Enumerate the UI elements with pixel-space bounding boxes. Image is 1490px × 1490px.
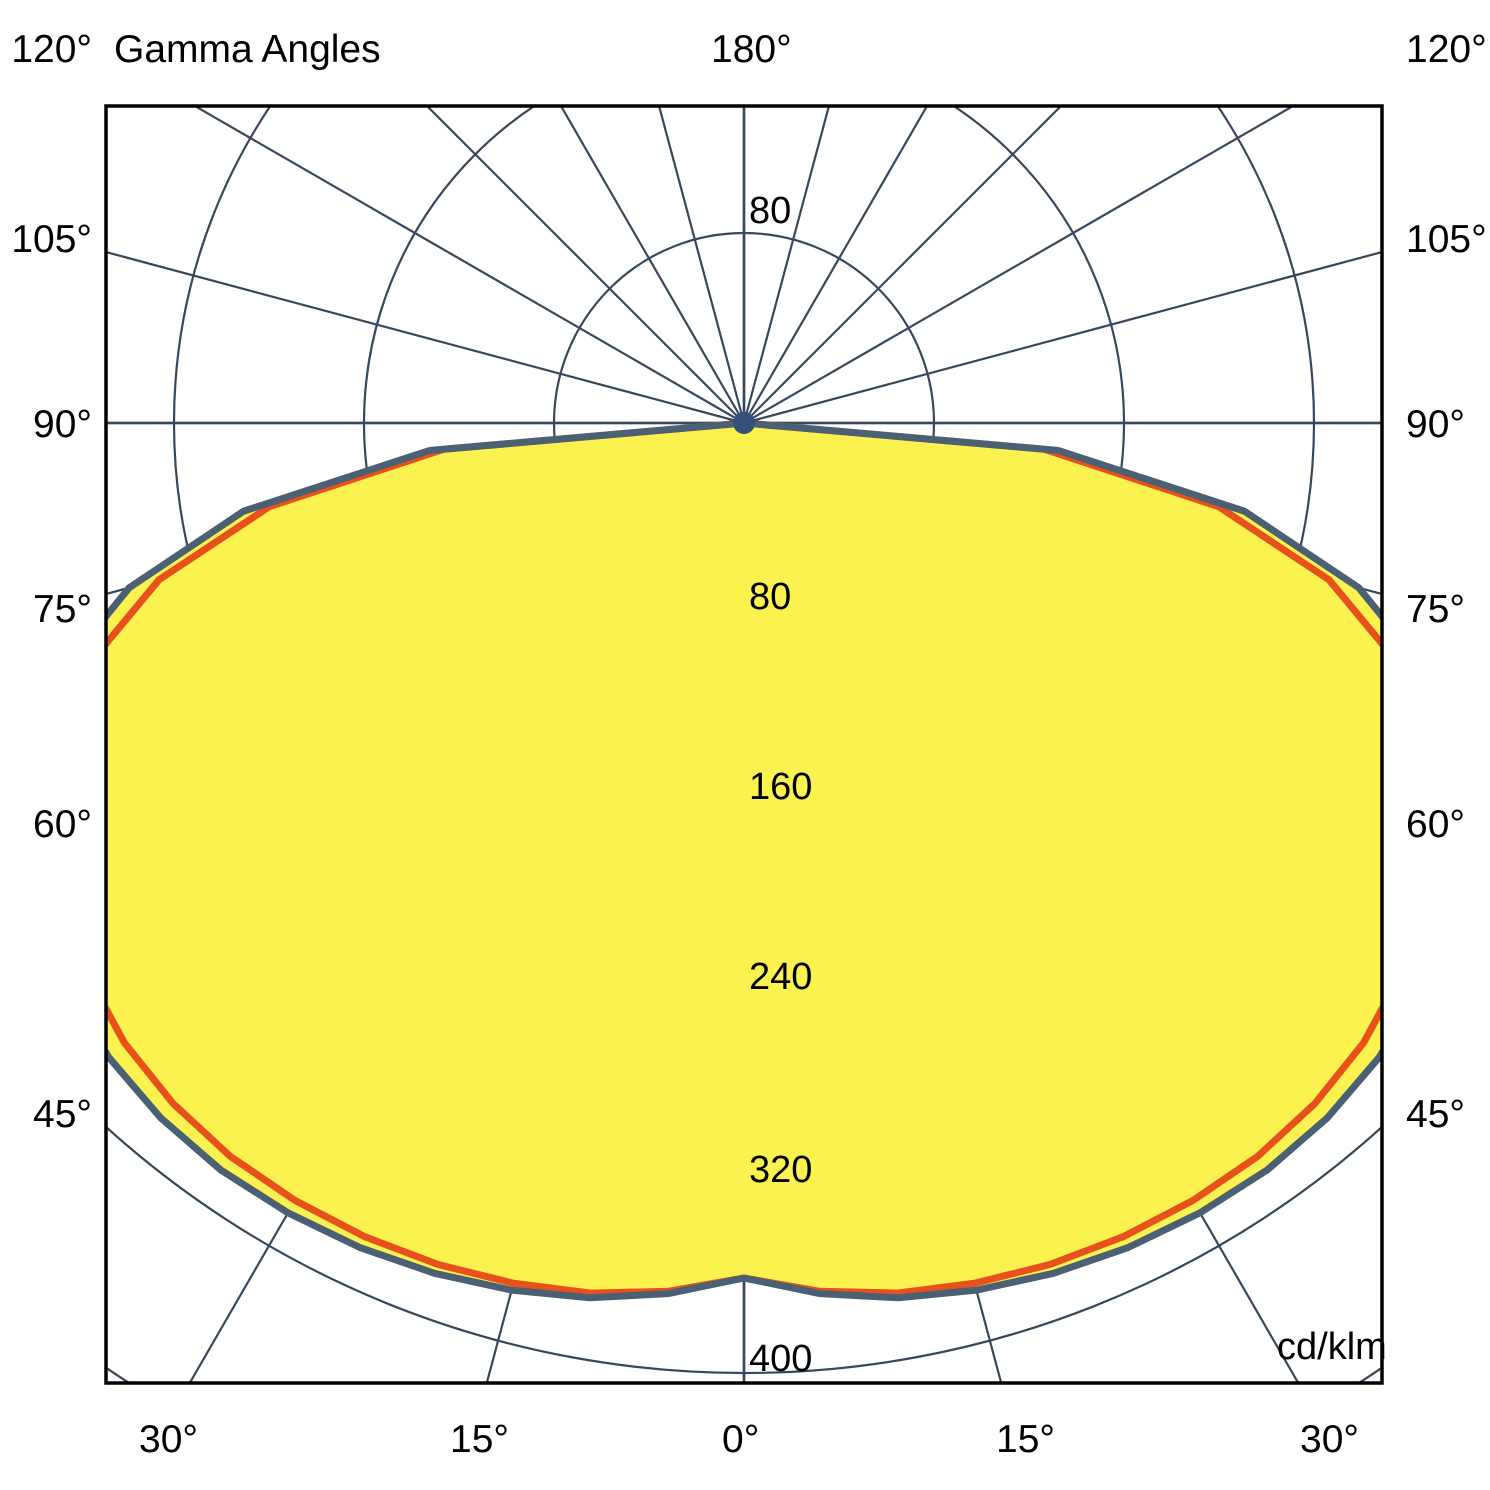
plot-border [104, 104, 1384, 1385]
grid-spoke [743, 106, 929, 424]
ring-label-160: 160 [749, 766, 813, 808]
axis-label-left-75: 75° [33, 588, 92, 631]
axis-label-bottom-30-right: 30° [1300, 1418, 1359, 1461]
grid-spoke [192, 106, 745, 424]
axis-label-right-60: 60° [1406, 803, 1465, 846]
grid-spoke [106, 250, 745, 425]
axis-label-top-180: 180° [711, 28, 792, 71]
axis-label-bottom-30-left: 30° [139, 1418, 198, 1461]
ring-label-240: 240 [749, 956, 813, 998]
axis-label-left-45: 45° [33, 1093, 92, 1136]
axis-label-bottom-0: 0° [722, 1418, 760, 1461]
ring-label-320: 320 [749, 1149, 813, 1191]
grid-spoke [743, 106, 1296, 424]
axis-label-left-105: 105° [11, 218, 92, 261]
grid-spoke [559, 106, 745, 424]
axis-label-right-105: 105° [1406, 218, 1487, 261]
intensity-fill [106, 423, 1382, 1298]
axis-label-bottom-15-right: 15° [996, 1418, 1055, 1461]
axis-label-bottom-15-left: 15° [450, 1418, 509, 1461]
intensity-curve-c0-c180 [106, 419, 1382, 1302]
ring-label-80: 80 [749, 576, 792, 618]
axis-label-left-60: 60° [33, 803, 92, 846]
pole-marker [733, 412, 755, 434]
intensity-curves [106, 412, 1382, 1302]
ring-label-400: 400 [749, 1338, 813, 1380]
grid-spoke [743, 106, 1063, 424]
axis-label-right-120: 120° [1406, 28, 1487, 71]
grid-spoke [425, 106, 745, 424]
axis-label-right-45: 45° [1406, 1093, 1465, 1136]
axis-label-left-90: 90° [33, 403, 92, 446]
grid-spoke [743, 250, 1382, 425]
unit-label: cd/klm [1277, 1326, 1387, 1368]
axis-label-right-90: 90° [1406, 403, 1465, 446]
axis-label-right-75: 75° [1406, 588, 1465, 631]
ring-label-upper-80: 80 [749, 190, 792, 232]
page-title: Gamma Angles [114, 28, 381, 71]
axis-label-left-120: 120° [11, 28, 92, 71]
